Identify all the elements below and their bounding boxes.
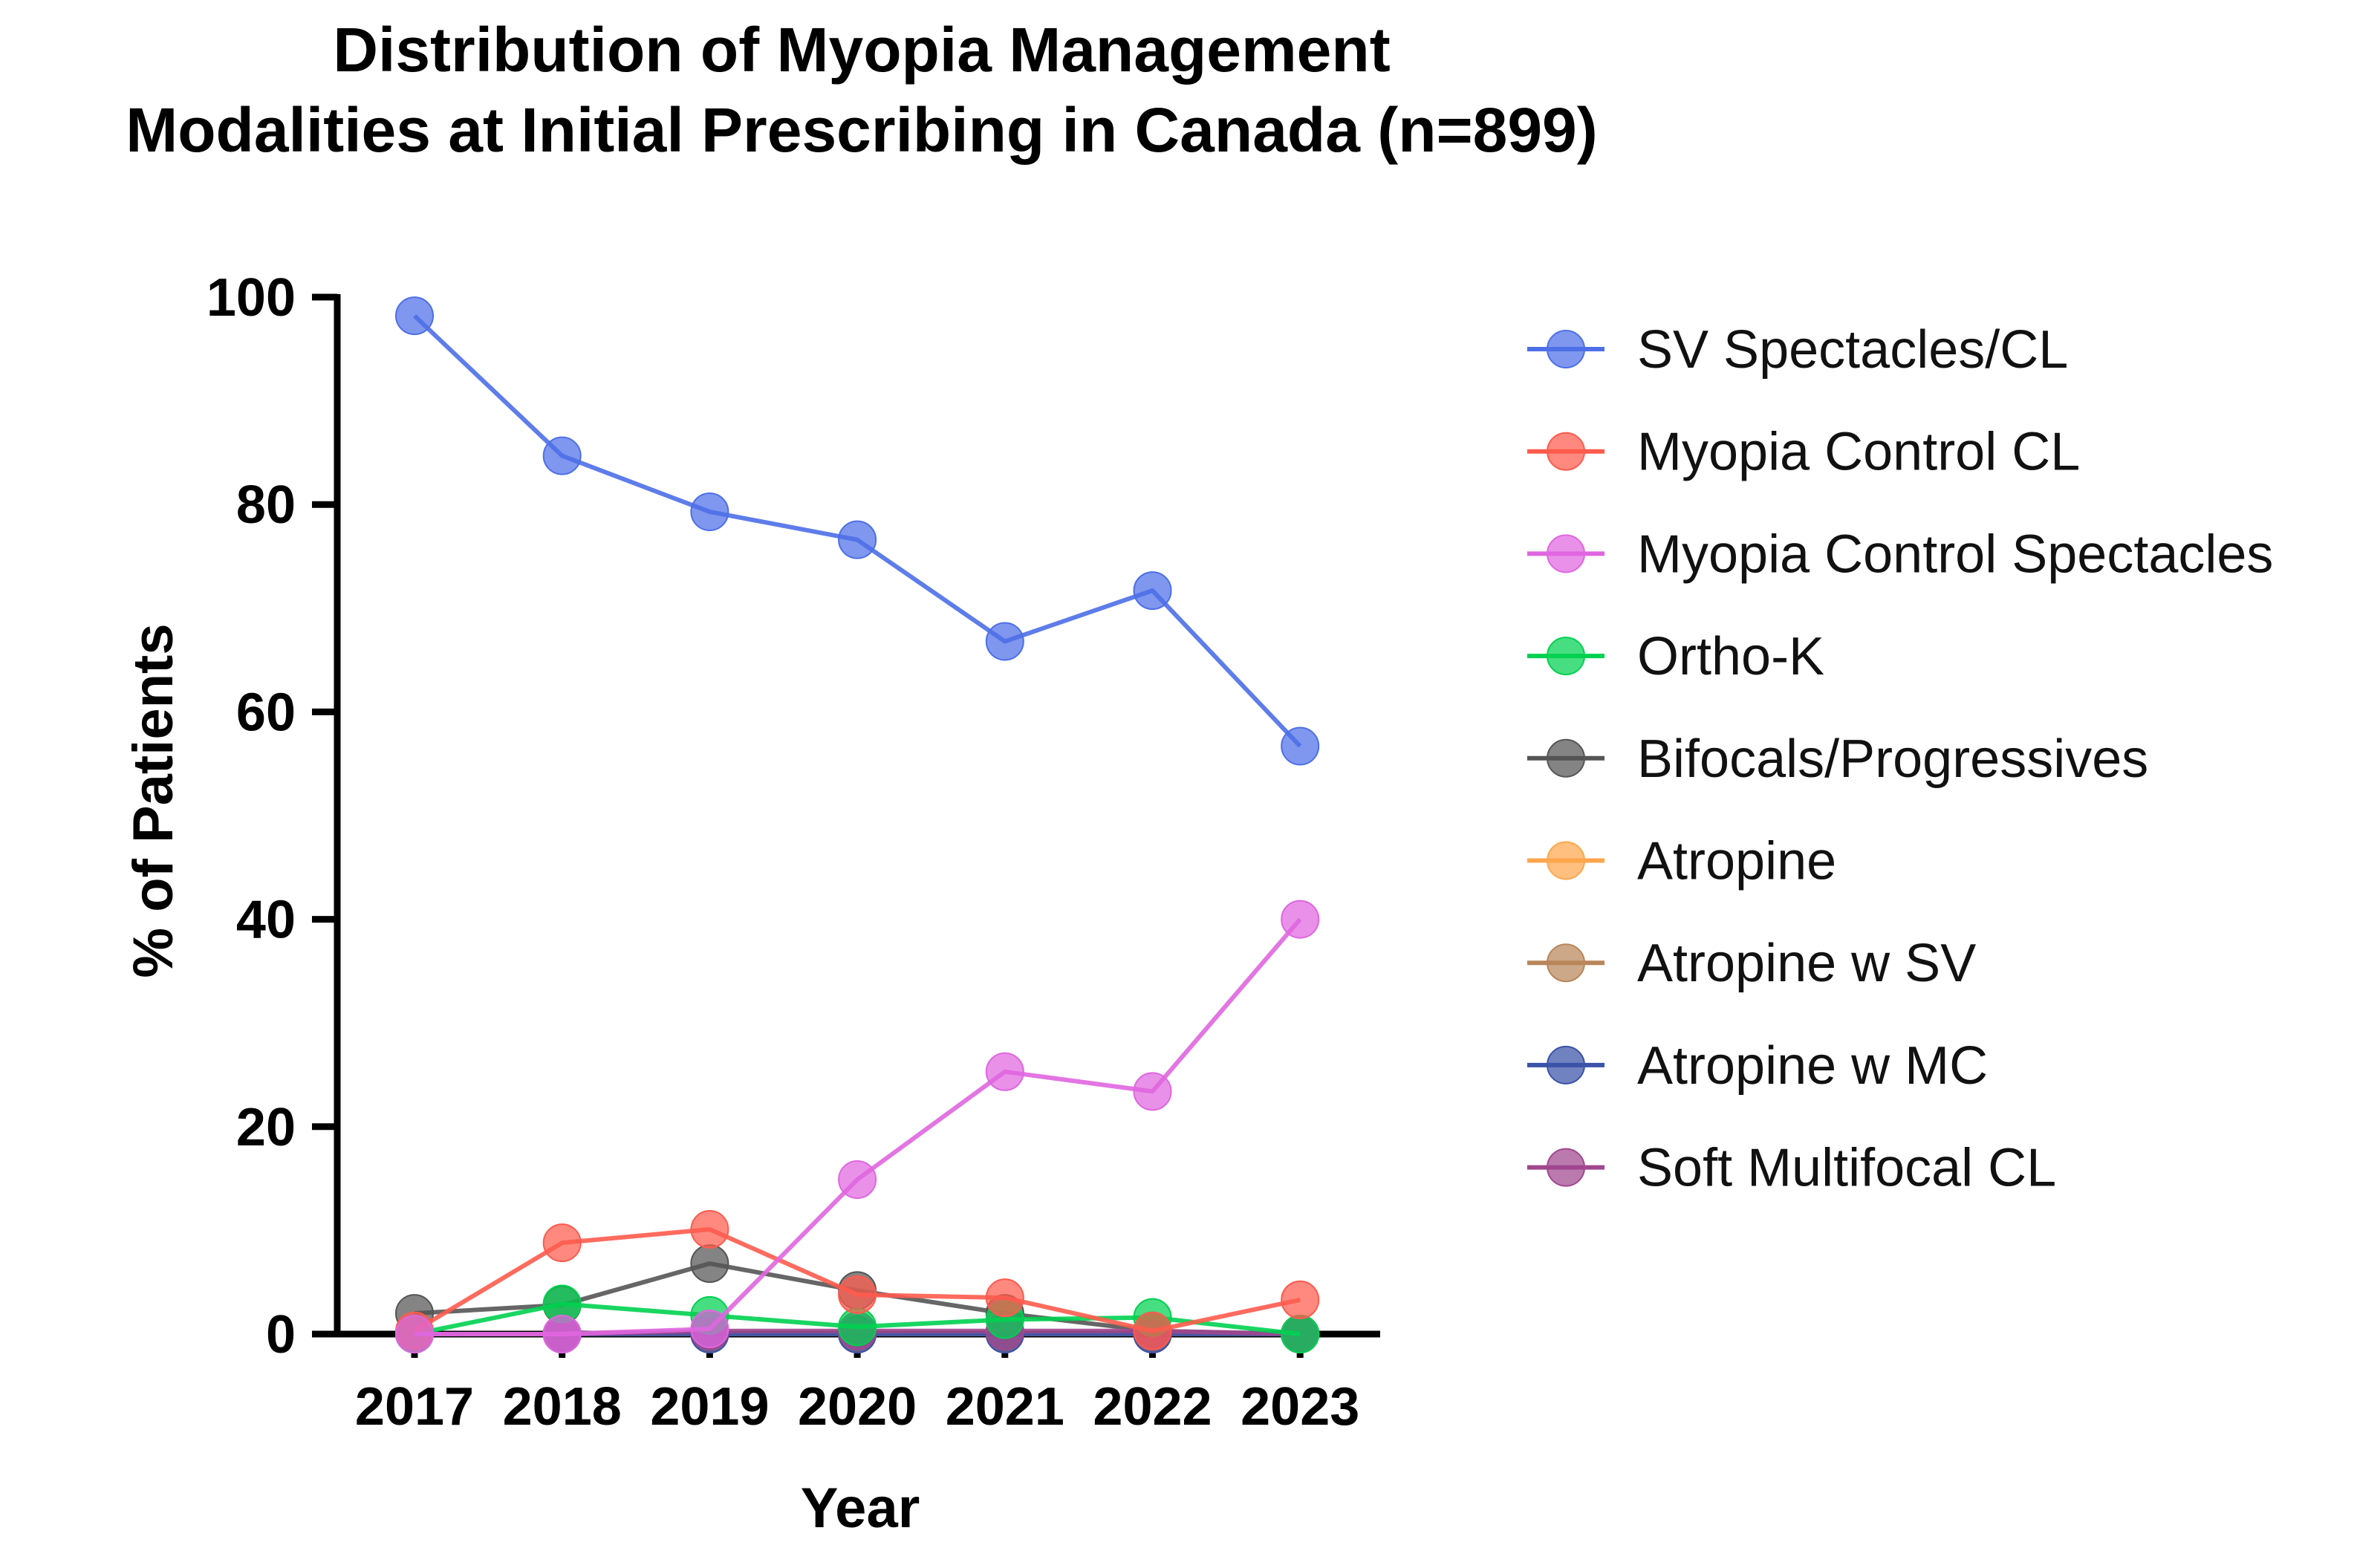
y-tick-label: 20	[236, 1098, 296, 1157]
data-point-myopia-control-spectacles	[395, 1315, 434, 1353]
legend-marker	[1547, 943, 1585, 983]
legend-item-myopia-control-cl: Myopia Control CL	[1527, 423, 2080, 482]
y-tick-label: 0	[266, 1305, 296, 1365]
legend-label: Atropine w MC	[1637, 1036, 1988, 1096]
y-tick-label: 40	[236, 891, 296, 950]
legend: SV Spectacles/CL Myopia Control CL Myopia …	[1527, 320, 2273, 1198]
y-tick-label: 100	[207, 268, 296, 328]
data-point-myopia-control-spectacles	[985, 1052, 1024, 1091]
x-tick-label: 2021	[946, 1377, 1064, 1437]
data-point-myopia-control-cl	[985, 1278, 1024, 1318]
legend-marker	[1547, 330, 1585, 368]
data-point-bifocals-progressives	[690, 1244, 729, 1284]
legend-label: Myopia Control CL	[1637, 423, 2080, 482]
x-tick-label: 2017	[355, 1377, 474, 1437]
data-point-sv-spectacles-cl	[838, 520, 877, 559]
legend-item-ortho-k: Ortho-K	[1527, 627, 1824, 686]
chart-title-line-2: Modalities at Initial Prescribing in Can…	[126, 95, 1598, 165]
legend-marker	[1547, 841, 1585, 880]
legend-marker	[1547, 1148, 1585, 1187]
data-point-sv-spectacles-cl	[1133, 571, 1172, 611]
legend-label: Atropine w SV	[1637, 934, 1976, 993]
x-tick-label: 2023	[1241, 1377, 1359, 1437]
x-tick-label: 2018	[503, 1377, 622, 1437]
data-point-myopia-control-cl	[1133, 1311, 1172, 1350]
x-tick-label: 2020	[798, 1377, 917, 1437]
x-tick-label: 2022	[1093, 1377, 1212, 1437]
legend-marker	[1547, 534, 1585, 573]
legend-marker	[1547, 432, 1585, 471]
data-point-sv-spectacles-cl	[542, 436, 582, 475]
y-tick-label: 80	[236, 475, 296, 535]
data-point-sv-spectacles-cl	[985, 622, 1024, 661]
data-point-myopia-control-cl	[690, 1210, 729, 1249]
legend-item-atropine-w-mc: Atropine w MC	[1527, 1036, 1988, 1096]
y-tick-label: 60	[236, 683, 296, 742]
legend-label: Myopia Control Spectacles	[1637, 524, 2273, 584]
legend-label: Ortho-K	[1637, 627, 1824, 686]
x-tick-label: 2019	[650, 1377, 769, 1437]
data-point-myopia-control-spectacles	[1133, 1072, 1172, 1111]
data-point-ortho-k	[1281, 1315, 1320, 1353]
legend-item-myopia-control-spectacles: Myopia Control Spectacles	[1527, 524, 2273, 584]
y-axis-title: % of Patients	[122, 623, 185, 978]
legend-item-atropine: Atropine	[1527, 832, 1836, 891]
legend-label: Soft Multifocal CL	[1637, 1139, 2056, 1198]
chart-title-line-1: Distribution of Myopia Management	[333, 15, 1390, 85]
data-point-myopia-control-cl	[1281, 1280, 1320, 1319]
legend-label: Atropine	[1637, 832, 1836, 891]
legend-item-bifocals-progressives: Bifocals/Progressives	[1527, 729, 2148, 789]
data-point-myopia-control-spectacles	[542, 1315, 582, 1353]
series-sv-spectacles-cl	[395, 296, 1320, 766]
series-myopia-control-spectacles	[395, 900, 1320, 1353]
data-point-sv-spectacles-cl	[690, 492, 729, 531]
legend-item-sv-spectacles-cl: SV Spectacles/CL	[1527, 320, 2068, 380]
x-axis-title: Year	[801, 1477, 920, 1540]
legend-label: SV Spectacles/CL	[1637, 320, 2068, 380]
data-point-myopia-control-cl	[542, 1223, 582, 1263]
legend-marker	[1547, 738, 1585, 778]
data-point-myopia-control-cl	[838, 1275, 877, 1314]
data-point-myopia-control-spectacles	[1281, 900, 1320, 939]
data-point-sv-spectacles-cl	[1281, 726, 1320, 766]
plot-area: 0 20 40 60 80 100 2017 2018 2019 2020 2021 2022 2023	[207, 268, 1380, 1437]
legend-marker	[1547, 1045, 1585, 1084]
data-point-myopia-control-spectacles	[838, 1160, 877, 1199]
data-point-myopia-control-spectacles	[690, 1310, 729, 1349]
legend-item-atropine-w-sv: Atropine w SV	[1527, 934, 1976, 993]
legend-label: Bifocals/Progressives	[1637, 729, 2148, 789]
legend-marker	[1547, 637, 1585, 676]
legend-item-soft-multifocal-cl: Soft Multifocal CL	[1527, 1139, 2056, 1198]
data-point-sv-spectacles-cl	[395, 296, 434, 336]
